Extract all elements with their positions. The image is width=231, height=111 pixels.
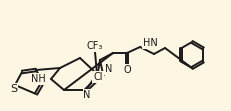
Text: CF₃: CF₃ — [86, 41, 103, 51]
Text: NH: NH — [31, 74, 46, 84]
Text: Cl: Cl — [93, 72, 102, 82]
Text: N: N — [105, 64, 112, 74]
Text: HN: HN — [142, 38, 157, 48]
Text: N: N — [83, 90, 90, 100]
Text: O: O — [123, 65, 130, 75]
Text: S: S — [10, 84, 18, 94]
